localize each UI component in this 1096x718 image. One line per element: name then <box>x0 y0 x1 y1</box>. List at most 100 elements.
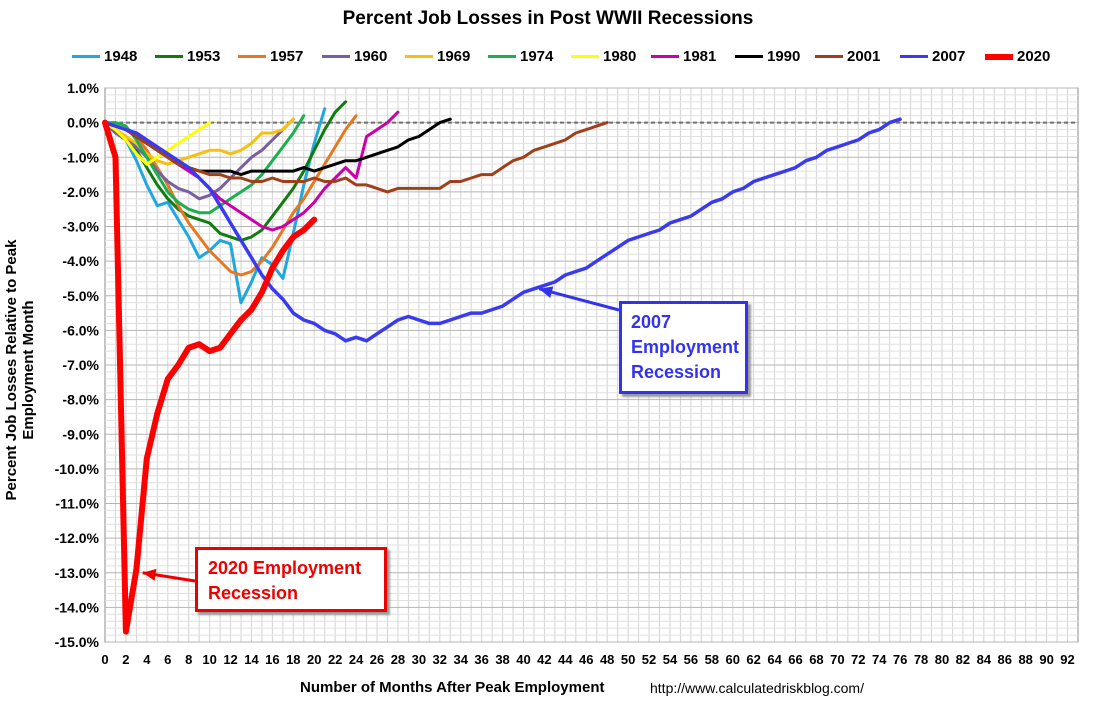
legend-item-1953: 1953 <box>155 48 220 65</box>
legend-swatch-2001 <box>815 55 843 58</box>
series-line-2020 <box>102 119 318 635</box>
series-line-2007 <box>103 117 902 343</box>
y-tick-label: 1.0% <box>67 80 99 96</box>
x-tick-label: 56 <box>684 652 698 667</box>
x-tick-label: 74 <box>872 652 887 667</box>
legend-label-1974: 1974 <box>520 48 554 65</box>
y-tick-label: -2.0% <box>62 184 99 200</box>
series-line-1980 <box>103 121 212 166</box>
x-tick-label: 22 <box>328 652 342 667</box>
x-tick-label: 32 <box>433 652 447 667</box>
y-tick-label: -10.0% <box>55 461 100 477</box>
legend-label-2020: 2020 <box>1017 48 1051 65</box>
y-tick-label: -7.0% <box>62 357 99 373</box>
x-tick-label: 2 <box>122 652 129 667</box>
chart-title: Percent Job Losses in Post WWII Recessio… <box>342 8 754 29</box>
x-tick-label: 58 <box>705 652 719 667</box>
x-tick-label: 18 <box>286 652 300 667</box>
x-tick-label: 46 <box>579 652 593 667</box>
x-tick-label: 88 <box>1018 652 1032 667</box>
legend-swatch-2007 <box>900 55 928 58</box>
x-tick-label: 6 <box>164 652 171 667</box>
legend-swatch-2020 <box>985 53 1013 60</box>
x-tick-label: 42 <box>537 652 551 667</box>
x-tick-label: 80 <box>935 652 949 667</box>
legend-label-1990: 1990 <box>767 48 801 65</box>
x-tick-label: 66 <box>788 652 802 667</box>
x-tick-label: 30 <box>412 652 426 667</box>
legend-item-1990: 1990 <box>735 48 800 65</box>
legend-label-1980: 1980 <box>603 48 637 65</box>
annotation-2007: 2007 Employment Recession <box>619 301 748 394</box>
x-tick-label: 72 <box>851 652 865 667</box>
legend-item-2020: 2020 <box>985 48 1050 65</box>
legend-swatch-1990 <box>735 55 763 58</box>
y-tick-label: -13.0% <box>55 565 100 581</box>
legend-swatch-1974 <box>488 55 516 58</box>
x-tick-label: 38 <box>495 652 509 667</box>
legend-swatch-1981 <box>651 55 679 58</box>
legend-item-1980: 1980 <box>571 48 636 65</box>
annotation-2007-line-3: Recession <box>631 362 722 382</box>
y-tick-label: -8.0% <box>62 392 99 408</box>
annotation-2007-line-2: Employment <box>631 337 740 357</box>
series-line-1957 <box>103 114 358 277</box>
x-tick-label: 24 <box>349 652 364 667</box>
series-line-1974 <box>103 114 306 215</box>
x-tick-label: 34 <box>453 652 468 667</box>
y-tick-label: -9.0% <box>62 426 99 442</box>
x-tick-label: 0 <box>101 652 108 667</box>
x-tick-label: 10 <box>202 652 216 667</box>
series-line-1969 <box>103 117 295 166</box>
x-tick-label: 86 <box>998 652 1012 667</box>
y-tick-label: -12.0% <box>55 530 100 546</box>
legend-swatch-1957 <box>238 55 266 58</box>
x-tick-label: 44 <box>558 652 573 667</box>
x-tick-label: 90 <box>1039 652 1053 667</box>
annotation-2020-line-2: Recession <box>208 583 299 603</box>
legend-item-1981: 1981 <box>651 48 716 65</box>
x-tick-label: 48 <box>600 652 614 667</box>
x-tick-label: 16 <box>265 652 279 667</box>
y-tick-label: -6.0% <box>62 322 99 338</box>
annotation-2020-arrow-head <box>142 568 157 581</box>
x-tick-label: 20 <box>307 652 321 667</box>
legend-swatch-1960 <box>322 55 350 58</box>
x-tick-label: 60 <box>726 652 740 667</box>
series-line-1948 <box>103 107 327 305</box>
x-tick-label: 92 <box>1060 652 1074 667</box>
source-url[interactable]: http://www.calculatedriskblog.com/ <box>650 680 864 696</box>
x-tick-label: 70 <box>830 652 844 667</box>
x-tick-label: 40 <box>516 652 530 667</box>
legend-item-1969: 1969 <box>405 48 470 65</box>
legend-label-1957: 1957 <box>270 48 304 65</box>
series-line-1960 <box>103 117 295 201</box>
x-tick-label: 62 <box>746 652 760 667</box>
y-tick-label: -1.0% <box>62 149 99 165</box>
x-axis-label: Number of Months After Peak Employment <box>300 679 605 696</box>
legend-label-1948: 1948 <box>104 48 138 65</box>
x-tick-label: 4 <box>143 652 151 667</box>
legend-label-2001: 2001 <box>847 48 881 65</box>
x-tick-label: 36 <box>474 652 488 667</box>
x-tick-label: 84 <box>977 652 992 667</box>
y-tick-label: -11.0% <box>55 496 99 512</box>
legend-item-1974: 1974 <box>488 48 553 65</box>
legend-swatch-1953 <box>155 55 183 58</box>
legend-item-2001: 2001 <box>815 48 880 65</box>
x-tick-label: 52 <box>642 652 656 667</box>
x-tick-label: 64 <box>767 652 782 667</box>
x-tick-label: 26 <box>370 652 384 667</box>
y-tick-label: -4.0% <box>62 253 99 269</box>
x-tick-label: 28 <box>391 652 405 667</box>
legend-label-1969: 1969 <box>437 48 471 65</box>
y-tick-label: -3.0% <box>62 219 99 235</box>
y-tick-label: -5.0% <box>62 288 99 304</box>
x-tick-label: 78 <box>914 652 928 667</box>
legend-swatch-1980 <box>571 55 599 58</box>
y-axis-label: Percent Job Losses Relative to Peak Empl… <box>3 239 37 501</box>
annotation-2020: 2020 Employment Recession <box>195 547 387 612</box>
x-tick-label: 12 <box>223 652 237 667</box>
legend-item-1948: 1948 <box>72 48 137 65</box>
